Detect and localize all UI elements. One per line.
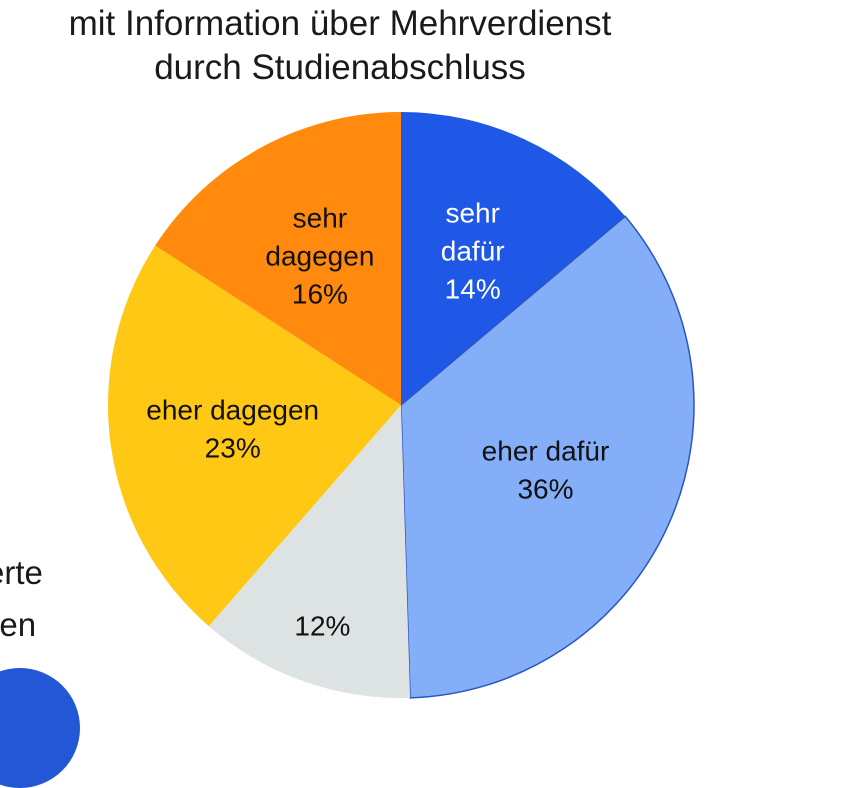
pie-slice — [401, 112, 626, 405]
slice-category-label: eher dagegen — [146, 395, 319, 426]
pie-chart: sehr dafür 14% eher dafür 36% 12% eher dagegen… — [108, 112, 695, 699]
slice-value-label: 14% — [445, 274, 501, 305]
slice-category-label: sehr — [293, 203, 347, 234]
slice-category-label: sehr — [445, 198, 499, 229]
slice-category-label: eher dafür — [482, 435, 610, 466]
chart-title: mit Information über Mehrverdienst durch… — [0, 2, 680, 90]
slice-category-label: dagegen — [265, 241, 374, 272]
pie-slice — [108, 245, 401, 627]
slice-value-label: 23% — [205, 433, 261, 464]
chart-title-line-1: mit Information über Mehrverdienst — [68, 4, 612, 43]
pie-slice — [155, 112, 401, 405]
slice-value-label: 12% — [294, 611, 350, 642]
pie-slice — [400, 215, 695, 699]
pie-slice — [208, 405, 411, 699]
slice-category-label: dafür — [441, 236, 505, 267]
chart-title-line-2: durch Studienabschluss — [154, 48, 526, 87]
cut-off-text-line-2: hren — [0, 606, 37, 643]
slice-value-label: 36% — [517, 473, 573, 504]
cut-off-text-line-1: erte — [0, 554, 43, 591]
slice-value-label: 16% — [292, 279, 348, 310]
